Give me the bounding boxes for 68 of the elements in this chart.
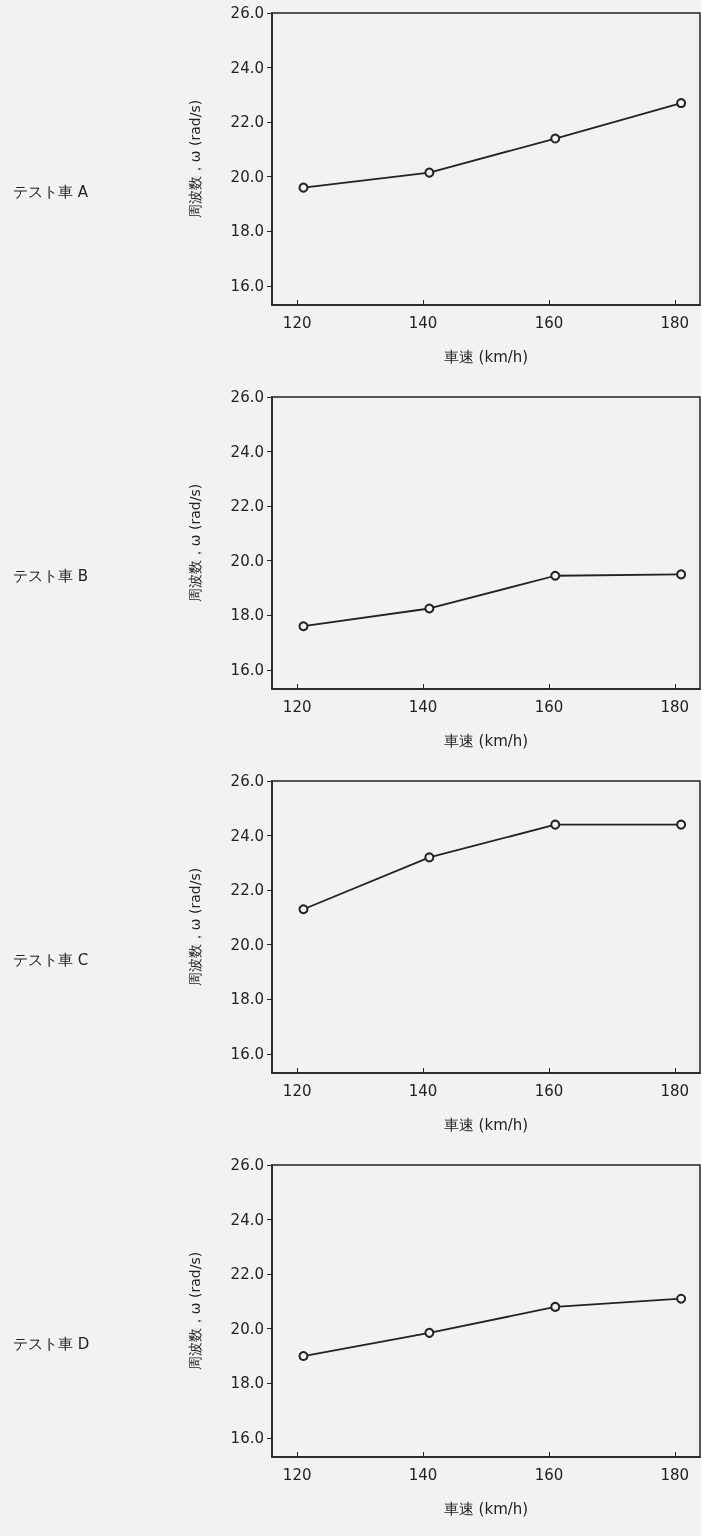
y-tick-label: 20.0	[230, 1319, 264, 1338]
x-axis-title: 車速 (km/h)	[443, 1499, 529, 1518]
x-tick-label: 180	[660, 1081, 690, 1100]
text: テスト車 A	[13, 183, 89, 201]
x-tick-label: 180	[660, 1465, 690, 1484]
point	[676, 98, 687, 109]
point	[298, 904, 309, 915]
point	[550, 133, 561, 144]
y-tick-label: 22.0	[230, 1265, 264, 1284]
y-axis-title: 周波数，ω (rad/s)	[187, 1251, 203, 1371]
y-axis-title: 周波数，ω (rad/s)	[187, 867, 203, 987]
x-tick-label: 180	[660, 697, 690, 716]
point	[424, 167, 435, 178]
x-tick-label: 140	[408, 697, 438, 716]
y-tick-label: 26.0	[230, 1156, 264, 1174]
y-tick-label: 18.0	[230, 222, 264, 241]
y-tick-label: 18.0	[230, 606, 264, 625]
x-tick-label: 140	[408, 313, 438, 332]
y-tick-label: 24.0	[230, 58, 264, 77]
y-tick-label: 26.0	[230, 388, 264, 406]
point	[424, 852, 435, 863]
y-tick-label: 24.0	[230, 826, 264, 845]
y-tick-label: 24.0	[230, 442, 264, 461]
point	[424, 603, 435, 614]
point	[298, 182, 309, 193]
x-tick-label: 120	[282, 697, 312, 716]
x-tick-label: 120	[282, 1081, 312, 1100]
y-axis-title: 周波数，ω (rad/s)	[187, 483, 203, 603]
y-axis-title: 周波数，ω (rad/s)	[187, 99, 203, 219]
point	[676, 1293, 687, 1304]
y-tick-label: 22.0	[230, 881, 264, 900]
y-tick-label: 20.0	[230, 551, 264, 570]
x-tick-label: 160	[534, 697, 564, 716]
point	[424, 1327, 435, 1338]
y-tick-label: 20.0	[230, 935, 264, 954]
y-tick-label: 16.0	[230, 1044, 264, 1063]
point	[676, 569, 687, 580]
y-tick-label: 26.0	[230, 4, 264, 22]
y-tick-label: 22.0	[230, 113, 264, 132]
x-tick-label: 160	[534, 1081, 564, 1100]
point	[298, 621, 309, 632]
x-axis-title: 車速 (km/h)	[443, 347, 529, 366]
x-tick-label: 160	[534, 313, 564, 332]
y-tick-label: 16.0	[230, 1428, 264, 1447]
x-tick-label: 140	[408, 1465, 438, 1484]
point	[550, 570, 561, 581]
y-tick-label: 18.0	[230, 990, 264, 1009]
y-tick-label: 16.0	[230, 276, 264, 295]
y-tick-label: 22.0	[230, 497, 264, 516]
y-tick-label: 26.0	[230, 772, 264, 790]
x-axis-title: 車速 (km/h)	[443, 1115, 529, 1134]
x-tick-label: 120	[282, 313, 312, 332]
x-tick-label: 140	[408, 1081, 438, 1100]
point	[298, 1351, 309, 1362]
text: テスト車 C	[13, 951, 89, 969]
point	[550, 819, 561, 830]
y-tick-label: 24.0	[230, 1210, 264, 1229]
point	[550, 1301, 561, 1312]
y-tick-label: 18.0	[230, 1374, 264, 1393]
text: テスト車 D	[13, 1335, 90, 1353]
x-tick-label: 160	[534, 1465, 564, 1484]
x-axis-title: 車速 (km/h)	[443, 731, 529, 750]
point	[676, 819, 687, 830]
y-tick-label: 16.0	[230, 660, 264, 679]
x-tick-label: 120	[282, 1465, 312, 1484]
x-tick-label: 180	[660, 313, 690, 332]
text: テスト車 B	[13, 567, 89, 585]
y-tick-label: 20.0	[230, 167, 264, 186]
